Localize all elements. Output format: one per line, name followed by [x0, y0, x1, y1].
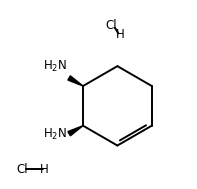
Polygon shape [68, 76, 83, 86]
Text: Cl: Cl [105, 19, 117, 32]
Text: Cl: Cl [16, 163, 28, 176]
Text: H: H [116, 29, 125, 41]
Text: H$_2$N: H$_2$N [43, 59, 67, 74]
Text: H$_2$N: H$_2$N [43, 127, 67, 142]
Polygon shape [68, 126, 83, 136]
Text: H: H [40, 163, 49, 176]
